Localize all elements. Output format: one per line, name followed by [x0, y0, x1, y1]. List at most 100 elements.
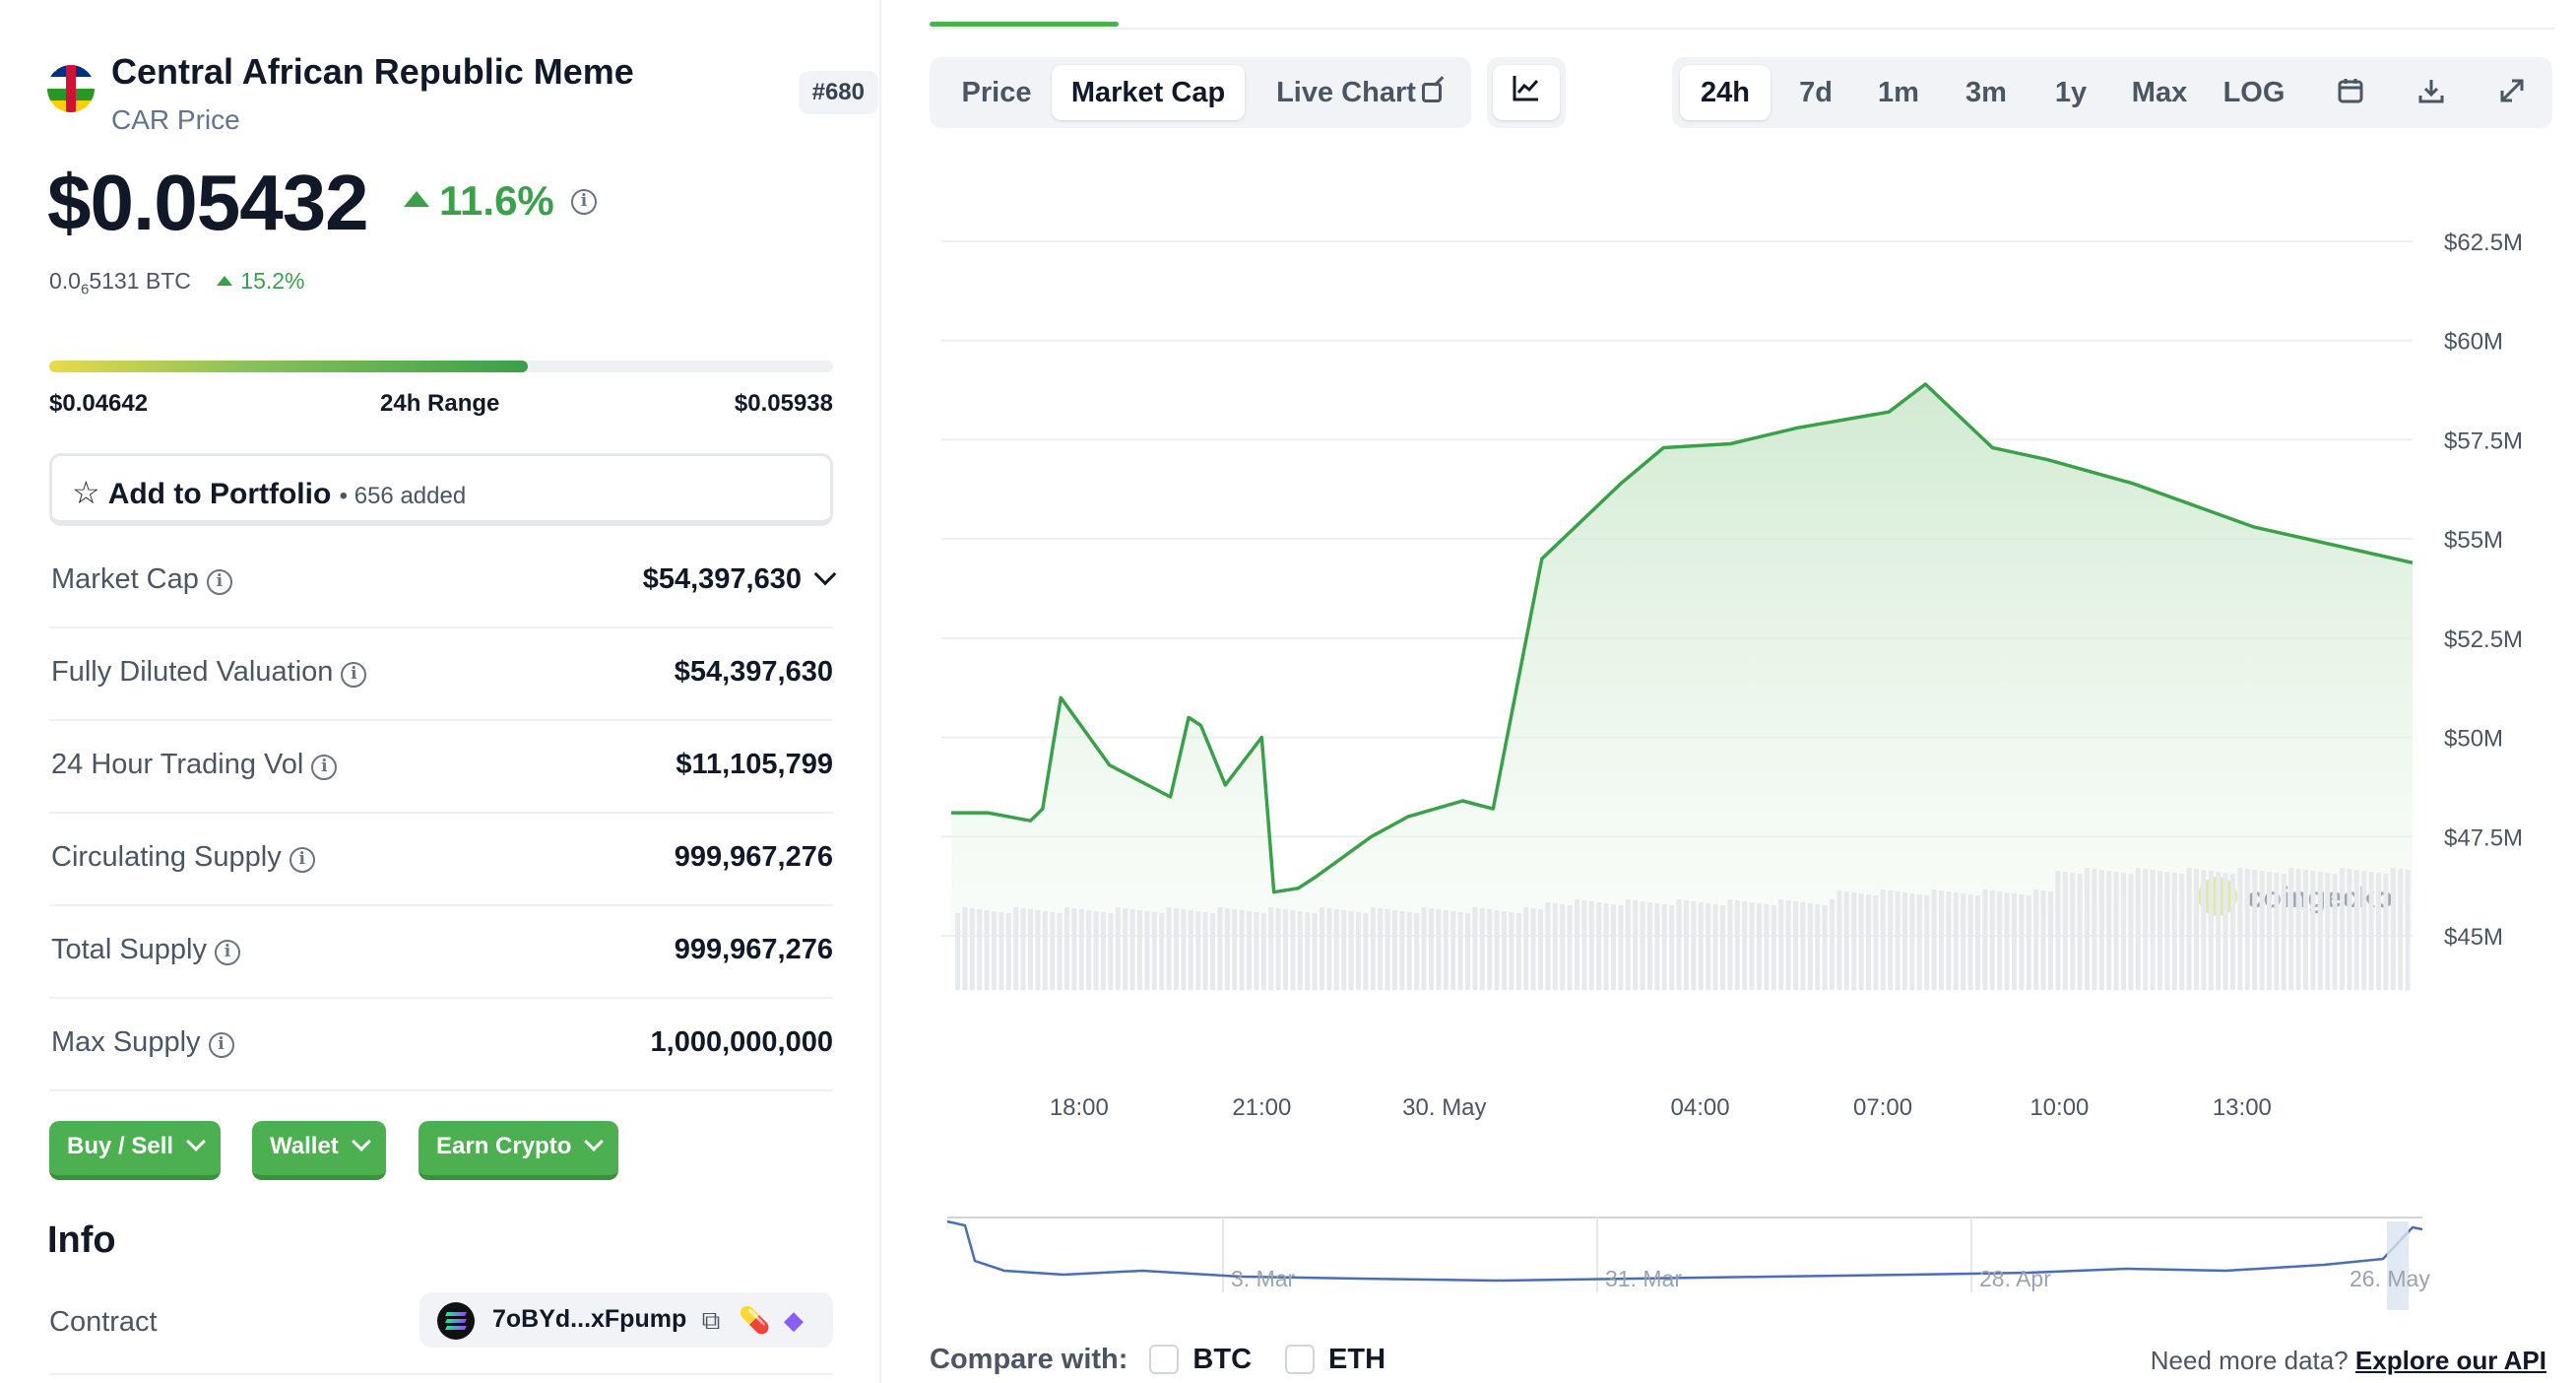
y-tick-label: $62.5M — [2444, 230, 2523, 256]
metamask-icon[interactable]: ◆ — [784, 1305, 804, 1335]
coin-rank-badge: #680 — [798, 71, 878, 114]
volume-bar — [1538, 909, 1543, 990]
info-icon[interactable]: i — [341, 662, 367, 688]
stats-list: Market Cap i $54,397,630 Fully Diluted Va… — [49, 536, 837, 1091]
volume-bar — [2353, 870, 2359, 990]
volume-bar — [1997, 891, 2003, 990]
range-label: 24h Range — [380, 390, 500, 417]
chart-svg[interactable]: $62.5M $60M $57.5M $55M $52.5M $50M $47.5M $45M… — [935, 158, 2576, 1162]
volume-bar — [1232, 909, 1238, 990]
volume-bar — [1268, 907, 1274, 990]
range-7d[interactable]: 7d — [1799, 77, 1833, 108]
range-1m[interactable]: 1m — [1878, 77, 1919, 108]
price-change-value: 11.6% — [439, 177, 554, 224]
btc-price-row: 0.065131 BTC 15.2% — [49, 268, 305, 298]
volume-bar — [2106, 871, 2112, 990]
coin-name: Central African Republic Meme — [111, 51, 634, 92]
line-chart-icon[interactable] — [1493, 65, 1560, 120]
volume-bar — [1676, 899, 1682, 990]
volume-bar — [2259, 871, 2265, 990]
copy-icon[interactable]: ⧉ — [701, 1305, 721, 1335]
y-tick-label: $47.5M — [2444, 824, 2523, 851]
compare-btc-checkbox[interactable] — [1149, 1345, 1180, 1374]
volume-bar — [1530, 908, 1536, 990]
volume-bar — [1720, 905, 1725, 990]
tab-price[interactable]: Price — [961, 77, 1032, 108]
volume-bar — [1560, 904, 1566, 990]
volume-bar — [1873, 895, 1879, 990]
volume-bar — [2033, 889, 2039, 990]
volume-bar — [1370, 907, 1376, 990]
btc-change-value: 15.2% — [240, 268, 305, 294]
info-icon[interactable]: i — [206, 569, 232, 595]
volume-bar — [1210, 913, 1215, 990]
compare-btc-label[interactable]: BTC — [1192, 1344, 1253, 1375]
range-24h[interactable]: 24h — [1680, 65, 1771, 120]
volume-bar — [1807, 903, 1813, 990]
volume-bar — [992, 911, 997, 990]
range-3m[interactable]: 3m — [1965, 77, 2007, 108]
stat-row: Max Supply i 1,000,000,000 — [49, 999, 833, 1091]
volume-bar — [1625, 899, 1631, 990]
info-icon[interactable]: i — [208, 1032, 234, 1058]
volume-bar — [1727, 899, 1733, 990]
price-change-24h: 11.6% — [404, 177, 554, 225]
volume-bar — [1661, 904, 1667, 990]
volume-bar — [2171, 873, 2177, 990]
volume-bar — [1239, 910, 1245, 990]
compare-eth-checkbox[interactable] — [1285, 1345, 1316, 1374]
range-log[interactable]: LOG — [2222, 77, 2286, 108]
volume-bar — [1159, 913, 1165, 990]
explore-api-link[interactable]: Explore our API — [2354, 1346, 2546, 1375]
volume-bar — [962, 907, 968, 990]
fullscreen-icon[interactable] — [2478, 65, 2546, 120]
volume-bar — [2216, 872, 2222, 990]
range-1y[interactable]: 1y — [2054, 77, 2088, 108]
volume-bar — [1961, 893, 1966, 990]
info-icon[interactable]: i — [215, 940, 240, 965]
pill-icon[interactable]: 💊 — [739, 1305, 771, 1335]
volume-bar — [2376, 873, 2381, 990]
compare-eth-label[interactable]: ETH — [1328, 1344, 1386, 1375]
volume-bar — [1785, 900, 1791, 990]
info-icon[interactable]: i — [571, 189, 597, 215]
volume-bar — [1880, 889, 1886, 990]
volume-bar — [1851, 892, 1857, 990]
volume-bar — [1953, 892, 1959, 990]
volume-bar — [1618, 905, 1624, 990]
contract-address-pill[interactable]: 7oBYd...xFpump ⧉ 💊 ◆ — [419, 1292, 833, 1348]
volume-bar — [2347, 869, 2352, 990]
volume-bar — [1924, 895, 1930, 990]
wallet-button[interactable]: Wallet — [252, 1121, 386, 1180]
stat-row: Circulating Supply i 999,967,276 — [49, 814, 833, 906]
market-cap-chart[interactable]: $62.5M $60M $57.5M $55M $52.5M $50M $47.5M $45M… — [935, 158, 2576, 1162]
volume-bar — [1684, 900, 1689, 990]
tab-live-chart[interactable]: Live Chart — [1251, 65, 1467, 120]
volume-bar — [1509, 912, 1514, 990]
download-icon[interactable] — [2397, 65, 2466, 120]
chevron-down-icon — [584, 1132, 605, 1152]
current-price: $0.05432 — [47, 159, 369, 246]
range-max[interactable]: Max — [2131, 77, 2188, 108]
volume-bar — [1399, 911, 1405, 990]
tab-market-cap[interactable]: Market Cap — [1052, 65, 1245, 120]
volume-bar — [1297, 911, 1303, 990]
volume-bar — [1181, 909, 1187, 990]
volume-bar — [1356, 912, 1361, 990]
volume-bar — [1436, 909, 1442, 990]
info-icon[interactable]: i — [311, 755, 338, 780]
info-icon[interactable]: i — [289, 847, 315, 873]
volume-bar — [1275, 908, 1281, 990]
volume-bar — [1333, 909, 1339, 990]
coin-info-panel: Central African Republic Meme CAR Price … — [0, 0, 881, 1383]
stat-row: Fully Diluted Valuation i $54,397,630 — [49, 628, 833, 721]
navigator-label: 31. Mar — [1605, 1266, 1682, 1291]
range-navigator[interactable]: 3. Mar 31. Mar 28. Apr 26. May — [945, 1214, 2442, 1322]
volume-bar — [1523, 907, 1529, 990]
add-to-portfolio-button[interactable]: ☆ Add to Portfolio • 656 added — [49, 453, 833, 526]
buy-sell-button[interactable]: Buy / Sell — [49, 1121, 222, 1180]
earn-crypto-button[interactable]: Earn Crypto — [419, 1121, 619, 1180]
market-cap-dropdown[interactable]: $54,397,630 — [643, 562, 837, 596]
volume-bar — [1057, 913, 1063, 990]
calendar-icon[interactable] — [2316, 65, 2385, 120]
